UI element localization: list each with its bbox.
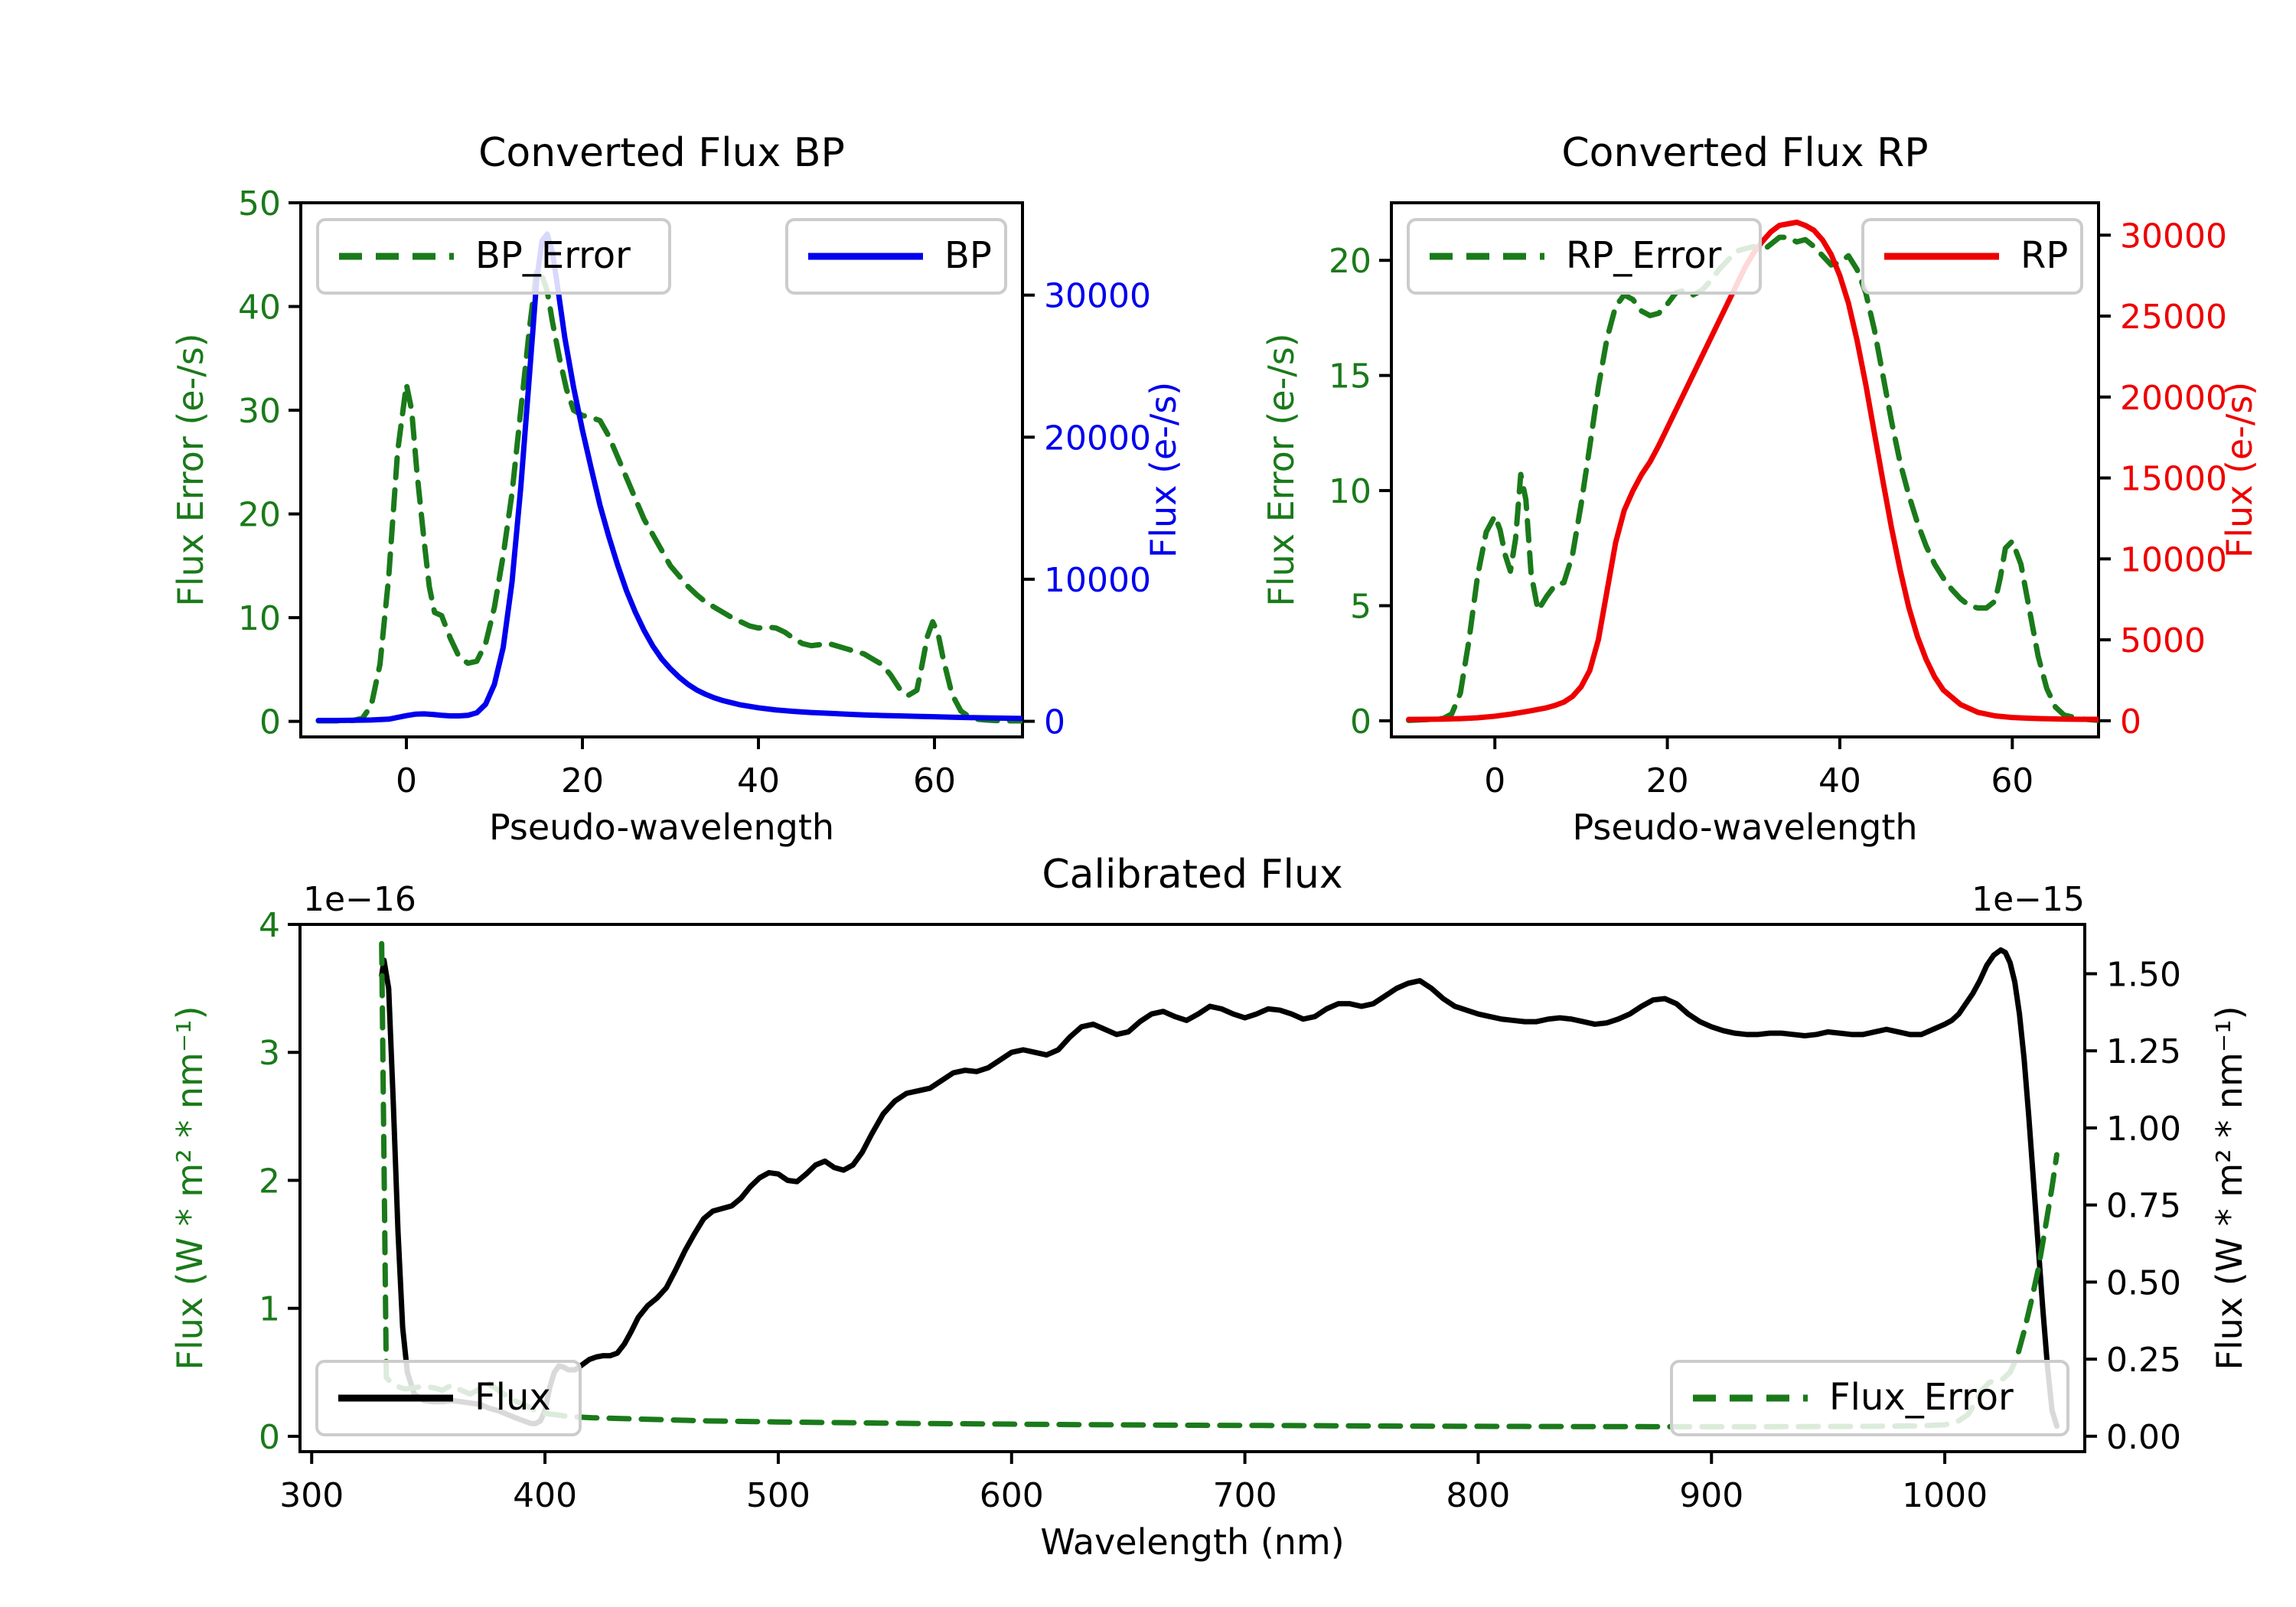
legend-flux-error[interactable]: Flux_Error	[1670, 1360, 2069, 1436]
y-tick-label-left: 20	[1329, 242, 1371, 281]
y-tick-label-right: 20000	[2120, 379, 2227, 418]
series-flux	[379, 947, 2060, 1429]
legend-flux[interactable]: Flux	[315, 1360, 582, 1436]
y-axis-label-left: Flux Error (e-/s)	[170, 333, 211, 606]
x-tick-label: 500	[746, 1476, 810, 1515]
x-tick-label: 700	[1213, 1476, 1277, 1515]
x-tick-label: 800	[1446, 1476, 1510, 1515]
x-tick-label: 60	[1991, 761, 2033, 800]
chart-converted-flux-rp: Converted Flux RP 0 20 40 60 Pseudo-wavelengt…	[1261, 130, 2260, 848]
y-tick-label-left: 15	[1329, 357, 1371, 396]
y-tick-label-left: 20	[238, 496, 281, 535]
legend-rp-error[interactable]: RP_Error	[1407, 218, 1762, 295]
x-axis-label: Wavelength (nm)	[1040, 1521, 1344, 1563]
subplot-title: Converted Flux RP	[1561, 130, 1928, 176]
y-tick-label-left: 0	[259, 703, 281, 742]
y-tick-label-right: 5000	[2120, 621, 2206, 660]
x-tick-label: 0	[396, 761, 417, 800]
legend-label: Flux	[475, 1376, 551, 1419]
chart-converted-flux-bp: Converted Flux BP 0 20 40 60 Pseudo-wavelengt…	[170, 130, 1184, 848]
y-tick-label-left: 3	[259, 1034, 280, 1073]
y-tick-label-right: 1.50	[2106, 955, 2181, 994]
x-tick-label: 0	[1484, 761, 1505, 800]
y-offset-text-right: 1e−15	[1971, 880, 2085, 919]
y-tick-label-right: 0.50	[2106, 1263, 2181, 1302]
y-tick-label-left: 10	[238, 599, 281, 638]
x-tick-label: 400	[513, 1476, 577, 1515]
legend-bp[interactable]: BP	[785, 218, 1007, 295]
chart-calibrated-flux: Calibrated Flux 300 400 500 600 700 800 900 1000…	[169, 852, 2250, 1563]
y-tick-label-left: 50	[238, 184, 281, 223]
series-rp-error	[1406, 234, 2099, 723]
series-bp-error	[315, 267, 1022, 724]
x-tick-label: 300	[279, 1476, 344, 1515]
series-group	[1406, 219, 2099, 723]
y-tick-label-right: 10000	[2120, 540, 2227, 579]
y-tick-label-left: 40	[238, 288, 281, 328]
y-tick-label-right: 0.75	[2106, 1187, 2181, 1226]
y-tick-label-left: 0	[259, 1418, 280, 1457]
legend-label: BP	[944, 234, 992, 277]
legend-bp-error[interactable]: BP_Error	[316, 218, 671, 295]
y-tick-label-right: 20000	[1044, 419, 1151, 458]
legend-label: BP_Error	[475, 234, 631, 277]
x-tick-label: 40	[737, 761, 780, 800]
axes-frame	[299, 201, 1024, 738]
x-tick-label: 900	[1679, 1476, 1743, 1515]
subplot-title: Calibrated Flux	[1042, 852, 1342, 898]
series-group	[379, 940, 2060, 1429]
legend-label: Flux_Error	[1829, 1376, 2014, 1419]
x-tick-label: 20	[1646, 761, 1689, 800]
y-tick-label-right: 10000	[1044, 561, 1151, 600]
y-tick-label-left: 1	[259, 1290, 280, 1329]
x-tick-label: 1000	[1902, 1476, 1988, 1515]
x-tick-label: 20	[561, 761, 604, 800]
y-tick-label-left: 0	[1350, 702, 1371, 742]
series-group	[315, 231, 1022, 724]
y-axis-label-right: Flux (e-/s)	[2219, 382, 2260, 559]
y-tick-label-right: 0	[1044, 703, 1065, 742]
legend-label: RP	[2020, 234, 2068, 277]
legend-rp[interactable]: RP	[1861, 218, 2083, 295]
y-tick-label-right: 15000	[2120, 460, 2227, 499]
legend-label: RP_Error	[1566, 234, 1722, 277]
legend-box	[1407, 218, 1762, 295]
y-tick-label-right: 0	[2120, 702, 2141, 742]
y-tick-label-left: 2	[259, 1162, 280, 1201]
axes-frame	[1390, 201, 2100, 738]
legend-box	[316, 218, 671, 295]
y-tick-label-right: 25000	[2120, 298, 2227, 337]
x-axis-label: Pseudo-wavelength	[1572, 807, 1917, 848]
y-offset-text-left: 1e−16	[303, 880, 416, 919]
legend-box	[1670, 1360, 2069, 1436]
series-rp	[1406, 219, 2099, 722]
y-tick-label-right: 30000	[2120, 217, 2227, 256]
y-axis-label-right: Flux (W * m² * nm⁻¹)	[2209, 1006, 2250, 1370]
y-tick-label-left: 30	[238, 392, 281, 431]
y-tick-label-left: 5	[1350, 588, 1371, 627]
axes-frame	[298, 923, 2086, 1453]
x-axis-label: Pseudo-wavelength	[489, 807, 834, 848]
y-tick-label-left: 10	[1329, 472, 1371, 511]
x-tick-label: 60	[913, 761, 956, 800]
series-flux-error	[379, 940, 2060, 1429]
y-tick-label-left: 4	[259, 906, 280, 945]
y-tick-label-right: 30000	[1044, 277, 1151, 316]
y-axis-label-right: Flux (e-/s)	[1143, 382, 1184, 559]
y-axis-label-left: Flux (W * m² * nm⁻¹)	[169, 1006, 210, 1370]
y-tick-label-right: 1.25	[2106, 1032, 2181, 1071]
y-tick-label-right: 0.00	[2106, 1418, 2181, 1457]
x-tick-label: 600	[980, 1476, 1044, 1515]
y-axis-label-left: Flux Error (e-/s)	[1261, 333, 1302, 606]
y-tick-label-right: 0.25	[2106, 1341, 2181, 1380]
x-tick-label: 40	[1818, 761, 1861, 800]
y-tick-label-right: 1.00	[2106, 1110, 2181, 1149]
series-bp	[315, 231, 1022, 723]
subplot-title: Converted Flux BP	[478, 130, 845, 176]
